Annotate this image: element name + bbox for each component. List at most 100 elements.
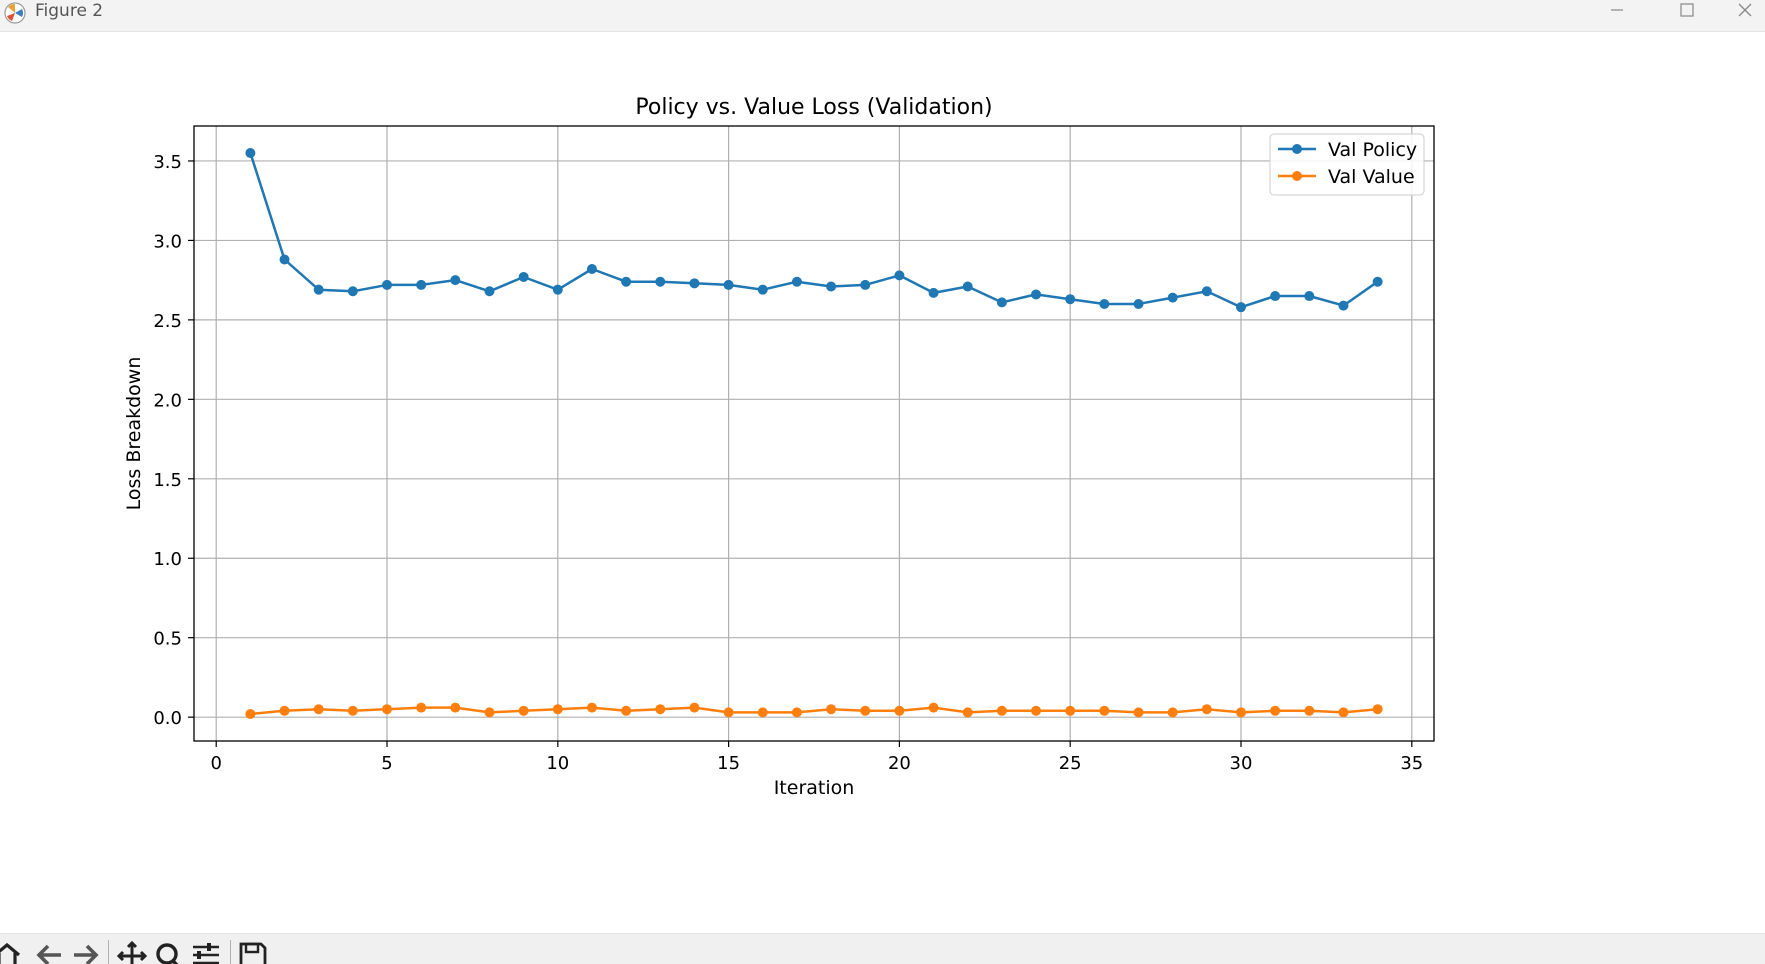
maximize-icon — [1680, 3, 1694, 17]
data-point-val-policy — [1065, 294, 1076, 305]
grid-lines — [194, 126, 1434, 741]
y-tick-label: 0.5 — [153, 629, 182, 650]
data-point-val-value — [313, 704, 324, 715]
save-button[interactable] — [238, 941, 268, 964]
zoom-button[interactable] — [153, 941, 183, 964]
data-point-val-policy — [655, 276, 666, 287]
x-tick-label: 35 — [1400, 753, 1423, 774]
home-button[interactable] — [0, 941, 22, 964]
pan-icon — [116, 940, 148, 964]
data-point-val-value — [1065, 705, 1076, 716]
close-icon — [1738, 3, 1752, 17]
data-point-val-policy — [347, 286, 358, 297]
data-point-val-value — [621, 705, 632, 716]
data-point-val-value — [757, 707, 768, 718]
data-point-val-value — [586, 702, 597, 713]
configure-subplots-button[interactable] — [191, 941, 221, 964]
data-point-val-value — [1133, 707, 1144, 718]
data-point-val-policy — [689, 278, 700, 289]
data-point-val-value — [450, 702, 461, 713]
data-point-val-policy — [279, 254, 290, 265]
toolbar-separator — [108, 940, 109, 964]
legend: Val Policy Val Value — [1269, 133, 1425, 196]
legend-label-val-policy: Val Policy — [1328, 139, 1417, 161]
minimize-icon — [1611, 9, 1623, 11]
x-tick-label: 0 — [210, 753, 221, 774]
x-tick-label: 5 — [381, 753, 392, 774]
window-titlebar: Figure 2 — [0, 0, 1765, 32]
figure-canvas: 0 5 10 15 20 25 30 35 0.0 0.5 1.0 1.5 2.0 2.5 3.0 3.5 P… — [123, 95, 1435, 799]
configure-subplots-icon — [193, 943, 219, 964]
data-point-val-policy — [1201, 286, 1212, 297]
x-tick-label: 30 — [1230, 753, 1253, 774]
data-point-val-policy — [723, 279, 734, 290]
data-point-val-value — [791, 707, 802, 718]
data-point-val-value — [962, 707, 973, 718]
x-tick-label: 15 — [717, 753, 740, 774]
data-point-val-value — [1099, 705, 1110, 716]
axes-frame — [193, 125, 1435, 742]
back-button[interactable] — [35, 941, 65, 964]
data-point-val-policy — [1372, 276, 1383, 287]
data-point-val-policy — [416, 279, 427, 290]
toolbar-separator — [230, 940, 231, 964]
y-tick-label: 0.0 — [153, 708, 182, 729]
data-point-val-policy — [1338, 300, 1349, 311]
data-point-val-policy — [484, 286, 495, 297]
data-point-val-policy — [826, 281, 837, 292]
data-point-val-policy — [1304, 291, 1315, 302]
data-point-val-value — [484, 707, 495, 718]
legend-marker-val-policy — [1292, 144, 1302, 154]
y-tick-label: 1.0 — [153, 549, 182, 570]
plot-series — [245, 148, 1383, 719]
data-point-val-policy — [1133, 298, 1144, 309]
navigation-toolbar — [0, 933, 1765, 964]
data-point-val-value — [1372, 704, 1383, 715]
close-button[interactable] — [1725, 0, 1765, 26]
maximize-button[interactable] — [1667, 0, 1707, 26]
data-point-val-policy — [1270, 291, 1281, 302]
data-point-val-value — [1167, 707, 1178, 718]
series-line-val-policy — [249, 152, 1379, 309]
axis-ticks: 0 5 10 15 20 25 30 35 0.0 0.5 1.0 1.5 2.0 2.5 3.0 3.5 — [153, 152, 1423, 774]
data-point-val-policy — [757, 284, 768, 295]
forward-arrow-icon — [74, 944, 99, 964]
data-point-val-policy — [586, 264, 597, 275]
x-tick-label: 10 — [546, 753, 569, 774]
data-point-val-value — [655, 704, 666, 715]
data-point-val-value — [1201, 704, 1212, 715]
forward-button[interactable] — [70, 941, 100, 964]
series-line-val-value — [250, 706, 1378, 716]
data-point-val-value — [1338, 707, 1349, 718]
data-point-val-value — [347, 705, 358, 716]
x-tick-label: 25 — [1059, 753, 1082, 774]
data-point-val-value — [894, 705, 905, 716]
data-point-val-policy — [518, 271, 529, 282]
zoom-icon — [156, 943, 179, 964]
data-point-val-value — [416, 702, 427, 713]
data-point-val-value — [928, 702, 939, 713]
window-title: Figure 2 — [35, 1, 104, 21]
data-point-val-value — [1270, 705, 1281, 716]
minimize-button[interactable] — [1597, 0, 1637, 26]
data-point-val-policy — [894, 270, 905, 281]
x-tick-label: 20 — [888, 753, 911, 774]
data-point-val-policy — [962, 281, 973, 292]
y-axis-label: Loss Breakdown — [123, 357, 145, 511]
matplotlib-icon — [4, 2, 26, 24]
y-tick-label: 3.0 — [153, 231, 182, 252]
data-point-val-policy — [1099, 298, 1110, 309]
data-point-val-policy — [621, 276, 632, 287]
data-point-val-policy — [245, 148, 256, 159]
data-point-val-value — [1304, 705, 1315, 716]
data-point-val-value — [382, 704, 393, 715]
data-point-val-policy — [552, 284, 563, 295]
data-point-val-policy — [928, 287, 939, 298]
home-icon — [0, 942, 21, 964]
data-point-val-value — [723, 707, 734, 718]
save-icon — [239, 942, 267, 964]
data-point-val-policy — [996, 297, 1007, 308]
data-point-val-policy — [1031, 289, 1042, 300]
data-point-val-policy — [791, 276, 802, 287]
pan-button[interactable] — [116, 940, 148, 964]
